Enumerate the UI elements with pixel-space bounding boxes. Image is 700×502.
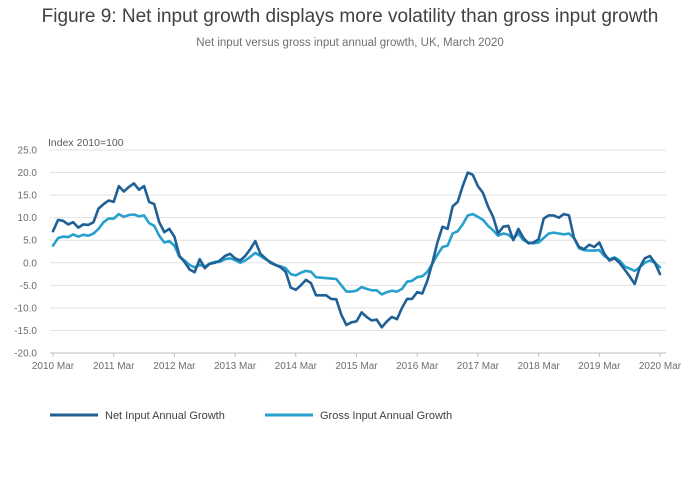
x-tick-label: 2017 Mar <box>457 361 500 372</box>
grid-lines <box>50 149 666 354</box>
x-tick-label: 2019 Mar <box>578 361 621 372</box>
legend-item-net-input: Net Input Annual Growth <box>50 410 225 422</box>
x-tick-label: 2014 Mar <box>275 361 318 372</box>
y-tick-label: 0.0 <box>23 258 37 269</box>
x-tick-label: 2016 Mar <box>396 361 439 372</box>
series-lines <box>51 171 662 329</box>
y-tick-label: 15.0 <box>18 191 38 202</box>
legend-label: Net Input Annual Growth <box>105 410 225 422</box>
y-tick-label: -5.0 <box>20 281 38 292</box>
series-line-net-input <box>51 171 662 329</box>
legend: Net Input Annual Growth Gross Input Annua… <box>50 410 452 422</box>
x-tick-label: 2020 Mar <box>639 361 682 372</box>
legend-item-gross-input: Gross Input Annual Growth <box>265 410 452 422</box>
y-axis-ticks: 25.0 20.0 15.0 10.0 5.0 0.0 -5.0 -10.0 -15.0 -20.… <box>14 146 37 360</box>
chart-subtitle: Net input versus gross input annual grow… <box>196 37 504 49</box>
x-tick-label: 2013 Mar <box>214 361 257 372</box>
y-axis-unit-label: Index 2010=100 <box>48 137 124 149</box>
chart-title: Figure 9: Net input growth displays more… <box>41 6 659 27</box>
y-tick-label: -10.0 <box>14 303 37 314</box>
x-tick-label: 2018 Mar <box>517 361 560 372</box>
y-tick-label: 5.0 <box>23 236 37 247</box>
x-axis-ticks: 2010 Mar 2011 Mar 2012 Mar 2013 Mar 2014 Mar… <box>32 353 682 372</box>
y-tick-label: 20.0 <box>18 168 38 179</box>
y-tick-label: -20.0 <box>14 349 37 360</box>
y-tick-label: 10.0 <box>18 213 38 224</box>
x-tick-label: 2010 Mar <box>32 361 75 372</box>
x-tick-label: 2012 Mar <box>153 361 196 372</box>
x-tick-label: 2011 Mar <box>93 361 135 372</box>
series-line-gross-input <box>51 212 662 296</box>
legend-label: Gross Input Annual Growth <box>320 410 452 422</box>
y-tick-label: 25.0 <box>18 146 38 157</box>
y-tick-label: -15.0 <box>14 326 37 337</box>
x-tick-label: 2015 Mar <box>335 361 378 372</box>
